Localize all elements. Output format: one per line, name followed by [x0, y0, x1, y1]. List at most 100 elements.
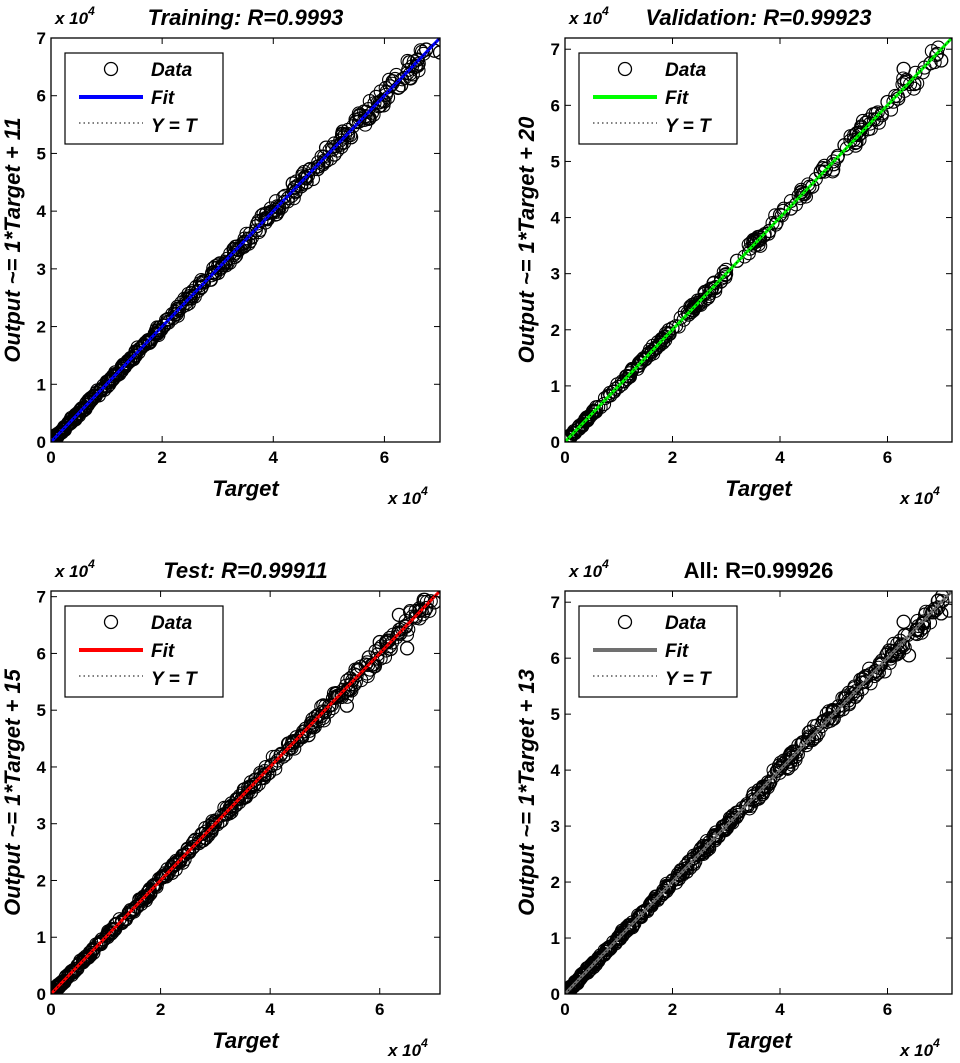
- data-point: [762, 223, 777, 239]
- data-point: [588, 956, 603, 971]
- x-tick-label: 4: [775, 448, 785, 467]
- data-point: [310, 161, 325, 177]
- y-axis-multiplier: x 104: [54, 4, 95, 28]
- legend-label: Fit: [665, 88, 689, 109]
- data-point: [300, 168, 316, 183]
- data-point: [367, 96, 382, 111]
- data-point: [51, 982, 62, 994]
- y-tick-label: 2: [37, 318, 46, 337]
- y-tick-label: 4: [551, 761, 561, 780]
- data-point: [896, 71, 911, 86]
- x-axis-multiplier: x 104: [899, 484, 940, 508]
- data-point: [846, 133, 861, 148]
- data-point: [631, 355, 646, 371]
- data-point: [854, 125, 869, 140]
- data-point: [160, 312, 175, 327]
- data-point: [877, 664, 892, 679]
- data-point: [93, 936, 108, 952]
- y-axis-multiplier: x 104: [54, 557, 95, 581]
- x-axis-multiplier: x 104: [387, 484, 428, 508]
- legend-data-marker: [617, 61, 633, 77]
- data-point: [302, 162, 317, 177]
- data-point: [249, 218, 264, 234]
- identity-line: [51, 591, 440, 994]
- data-point: [923, 56, 938, 71]
- y-tick-label: 2: [37, 871, 46, 890]
- x-tick-label: 0: [46, 448, 55, 467]
- data-point: [593, 400, 608, 415]
- legend: Data Fit Y = T: [64, 52, 224, 145]
- y-tick-label: 0: [551, 985, 560, 1004]
- data-point: [327, 136, 342, 151]
- data-point: [182, 288, 198, 304]
- data-point: [656, 330, 671, 345]
- data-point: [336, 682, 351, 697]
- data-point: [317, 704, 333, 720]
- data-point: [624, 363, 639, 378]
- legend-data-marker: [103, 614, 119, 630]
- y-tick-label: 3: [37, 815, 46, 834]
- y-tick-label: 0: [37, 433, 46, 452]
- data-point: [874, 653, 889, 668]
- data-point: [942, 603, 952, 618]
- data-point: [351, 114, 367, 129]
- data-point: [158, 869, 174, 884]
- y-tick-label: 5: [37, 701, 46, 720]
- data-point: [82, 394, 98, 410]
- data-point: [273, 746, 289, 762]
- y-tick-label: 7: [551, 40, 560, 59]
- data-point: [868, 663, 883, 679]
- data-point: [568, 975, 583, 991]
- data-point: [238, 234, 253, 249]
- data-point: [416, 46, 431, 61]
- data-point: [171, 303, 186, 318]
- data-point: [318, 698, 333, 713]
- identity-line: [565, 38, 952, 442]
- data-point: [899, 74, 915, 89]
- data-point: [175, 299, 190, 314]
- data-point: [718, 270, 733, 285]
- data-point: [673, 310, 688, 325]
- chart-title: Test: R=0.99911: [163, 558, 327, 583]
- data-layer: [51, 38, 440, 442]
- data-point: [224, 801, 239, 817]
- data-point: [213, 814, 228, 829]
- data-point: [772, 207, 788, 222]
- data-point: [611, 931, 626, 947]
- data-layer: [565, 38, 952, 442]
- data-point: [287, 734, 302, 749]
- y-axis-multiplier: x 104: [568, 557, 609, 581]
- data-point: [100, 379, 115, 394]
- legend-label: Fit: [151, 641, 175, 662]
- data-point: [622, 918, 637, 933]
- y-tick-label: 5: [551, 152, 560, 171]
- data-point: [294, 728, 309, 744]
- legend-label: Y = T: [665, 116, 712, 137]
- legend-label: Data: [665, 60, 707, 81]
- data-point: [406, 54, 421, 69]
- panel-4: 0 2 4 6 0 1 2 3 4 5 6 7 x 104 x 104 All: R=0.99926 Targ…: [514, 557, 953, 1060]
- data-point: [392, 622, 407, 637]
- legend: Data Fit Y = T: [578, 52, 738, 145]
- data-point: [565, 430, 578, 442]
- data-point: [880, 94, 895, 110]
- data-point: [702, 282, 717, 297]
- data-point: [104, 371, 120, 387]
- data-point: [329, 139, 344, 154]
- x-tick-label: 6: [883, 1000, 892, 1019]
- data-point: [681, 307, 696, 322]
- data-point: [142, 882, 157, 898]
- y-tick-label: 7: [551, 593, 560, 612]
- data-point: [772, 761, 788, 776]
- x-tick-label: 2: [668, 1000, 677, 1019]
- data-point: [105, 922, 120, 937]
- data-point: [255, 770, 270, 785]
- data-point: [765, 216, 780, 231]
- x-tick-label: 2: [668, 448, 677, 467]
- data-point: [101, 924, 116, 939]
- data-point: [297, 724, 312, 739]
- data-point: [790, 747, 805, 762]
- legend-label: Data: [665, 613, 707, 634]
- data-point: [654, 887, 669, 903]
